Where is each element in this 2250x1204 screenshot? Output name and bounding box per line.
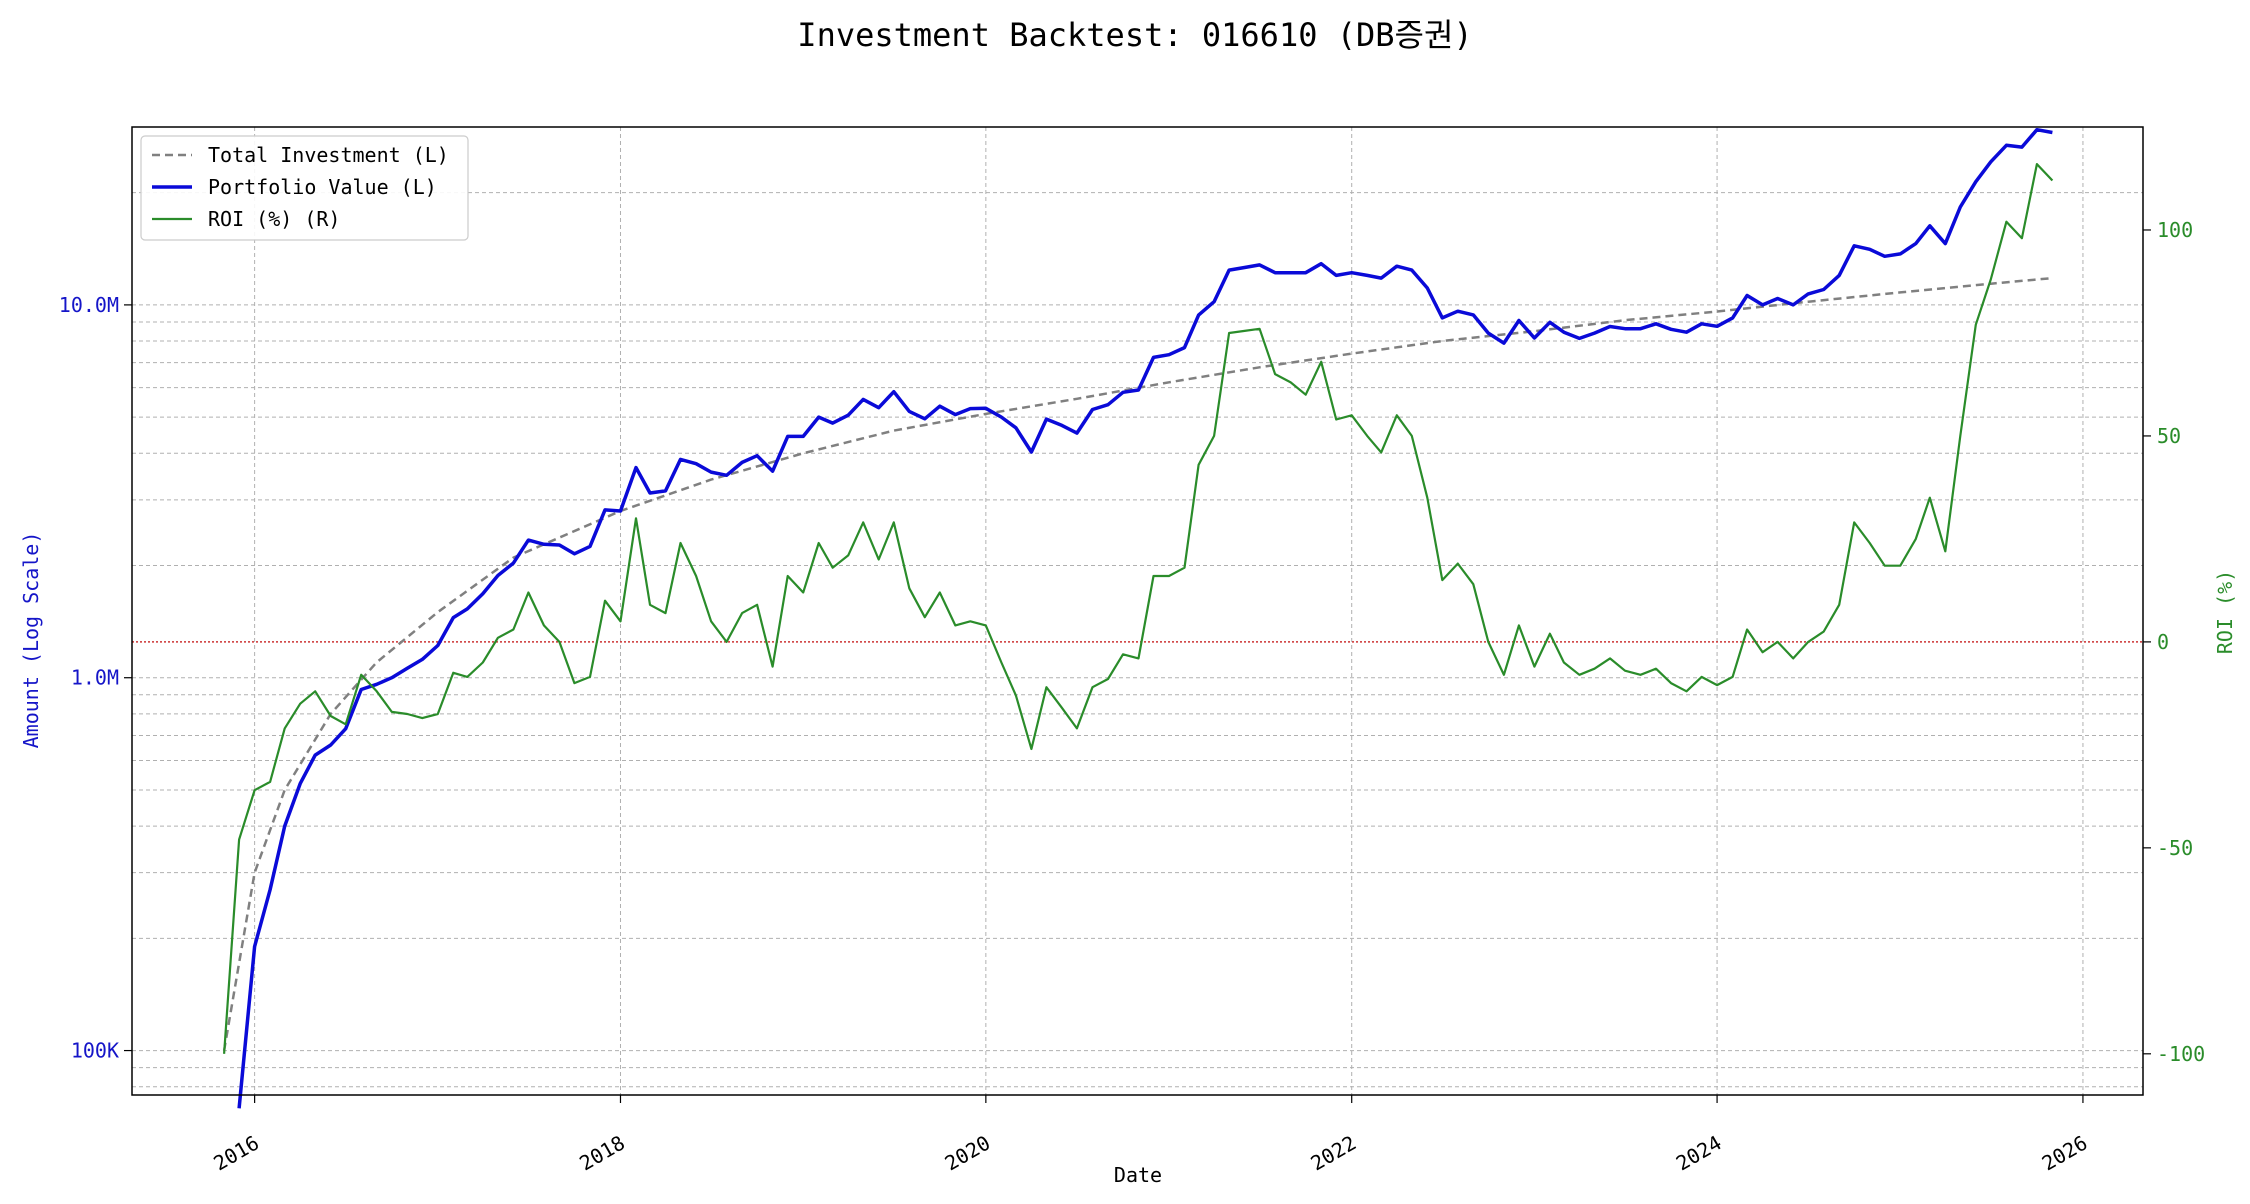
right-tick-label: -100 xyxy=(2157,1042,2205,1066)
total-investment-line xyxy=(222,276,2053,1051)
left-tick-label: 10.0M xyxy=(59,293,119,317)
portfolio-value-line xyxy=(237,127,2053,1109)
x-tick-label: 2022 xyxy=(1306,1131,1360,1176)
right-axis-ticks: -100 -50 0 50 100 xyxy=(2143,218,2205,1066)
left-axis-label: Amount (Log Scale) xyxy=(19,532,43,749)
chart-title: Investment Backtest: 016610 (DB증권) xyxy=(797,16,1472,54)
left-tick-label: 100K xyxy=(71,1039,119,1063)
roi-line xyxy=(223,163,2054,1054)
x-axis-label: Date xyxy=(1114,1163,1162,1187)
left-tick-label: 1.0M xyxy=(71,666,119,690)
x-tick-label: 2024 xyxy=(1672,1131,1726,1176)
right-tick-label: -50 xyxy=(2157,836,2193,860)
legend-label: Total Investment (L) xyxy=(208,143,449,167)
x-tick-label: 2016 xyxy=(209,1131,263,1176)
legend: Total Investment (L) Portfolio Value (L) R… xyxy=(140,135,469,241)
plot-frame xyxy=(131,126,2144,1096)
left-axis-ticks: 100K 1.0M 10.0M xyxy=(59,293,132,1063)
x-tick-label: 2026 xyxy=(2038,1131,2092,1176)
legend-items: Total Investment (L) Portfolio Value (L) R… xyxy=(152,143,449,231)
legend-box xyxy=(140,135,469,241)
x-tick-label: 2020 xyxy=(941,1131,995,1176)
right-tick-label: 100 xyxy=(2157,218,2193,242)
legend-label: ROI (%) (R) xyxy=(208,207,340,231)
right-tick-label: 50 xyxy=(2157,424,2181,448)
legend-label: Portfolio Value (L) xyxy=(208,175,437,199)
right-tick-label: 0 xyxy=(2157,630,2169,654)
series-layer xyxy=(222,127,2054,1109)
x-tick-label: 2018 xyxy=(575,1131,629,1176)
right-axis-label: ROI (%) xyxy=(2213,570,2237,654)
